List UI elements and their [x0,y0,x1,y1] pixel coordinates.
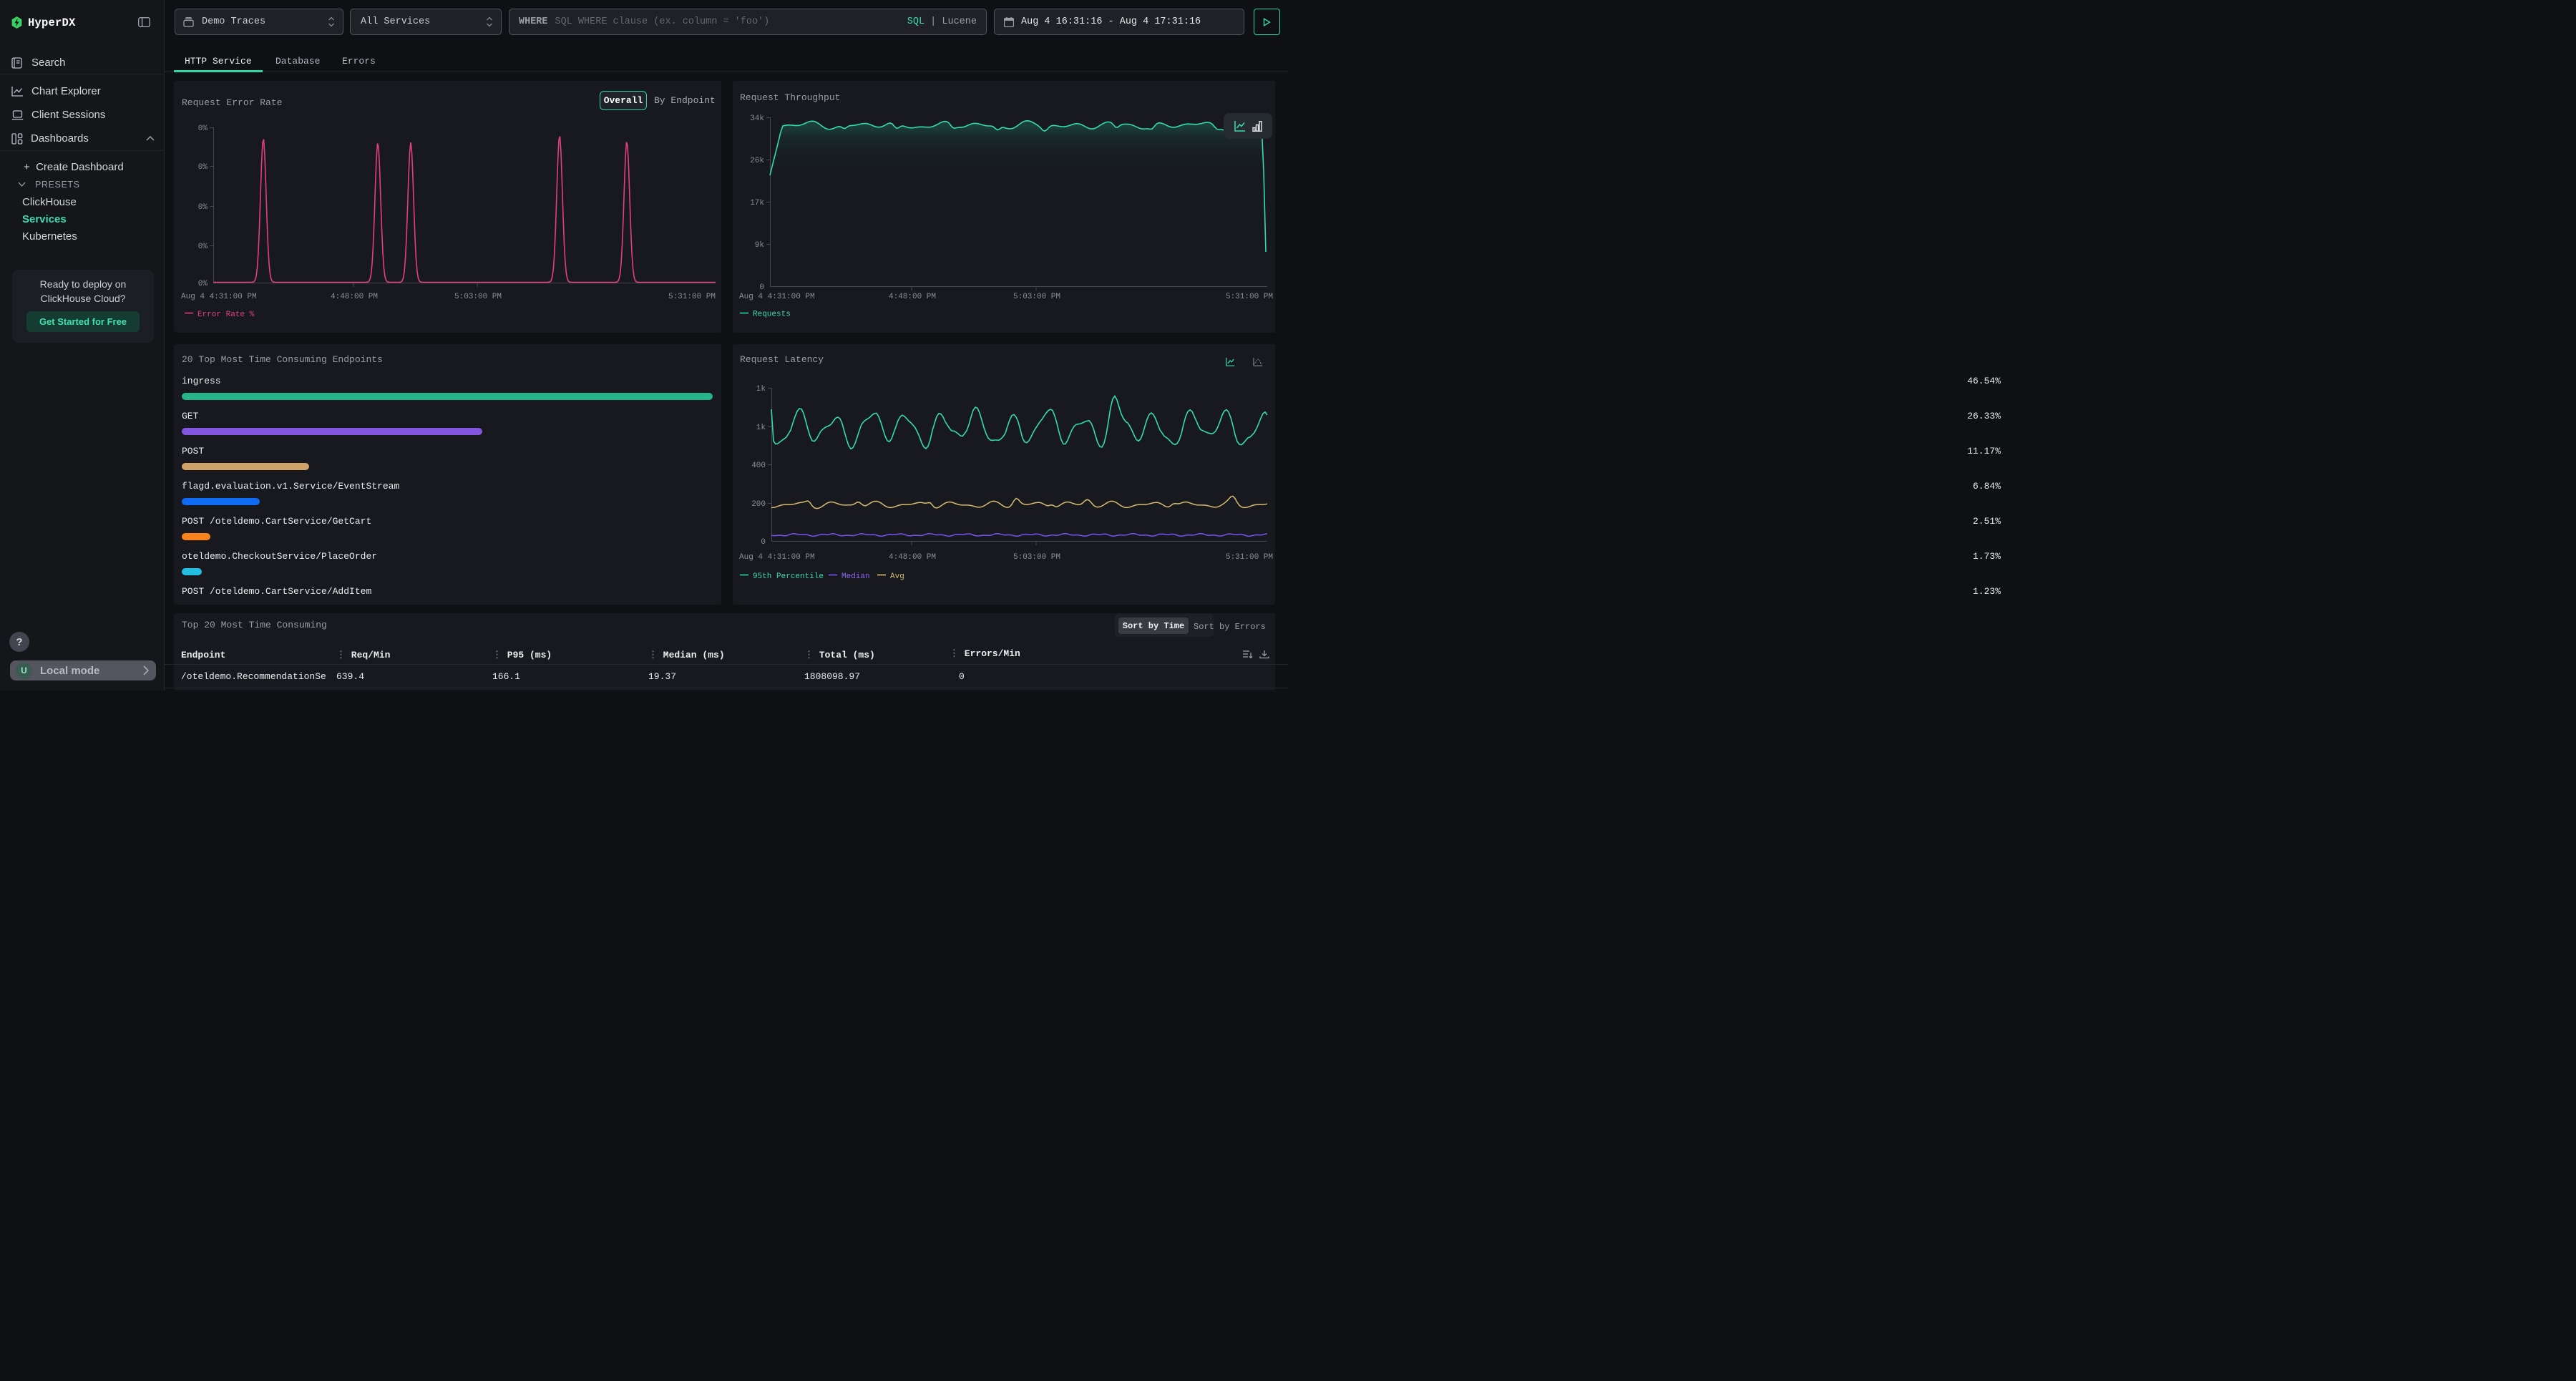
svg-text:4:48:00 PM: 4:48:00 PM [331,293,378,301]
svg-text:400: 400 [751,462,766,470]
svg-text:0%: 0% [198,125,208,133]
svg-text:Median: Median [841,572,870,581]
svg-text:Aug 4 4:31:00 PM: Aug 4 4:31:00 PM [181,293,257,301]
svg-text:5:31:00 PM: 5:31:00 PM [668,293,716,301]
svg-text:5:03:00 PM: 5:03:00 PM [1013,293,1060,301]
svg-text:Error Rate %: Error Rate % [197,311,255,319]
svg-text:17k: 17k [750,199,764,208]
svg-text:1k: 1k [756,424,766,432]
svg-text:9k: 9k [755,241,765,250]
svg-text:5:31:00 PM: 5:31:00 PM [1226,553,1273,562]
svg-text:Aug 4 4:31:00 PM: Aug 4 4:31:00 PM [739,293,815,301]
svg-text:0%: 0% [198,280,208,288]
svg-text:26k: 26k [750,157,764,165]
svg-text:0: 0 [759,283,764,292]
svg-text:1k: 1k [756,385,766,394]
svg-text:Aug 4 4:31:00 PM: Aug 4 4:31:00 PM [739,553,815,562]
svg-text:0: 0 [761,538,766,547]
svg-text:4:48:00 PM: 4:48:00 PM [889,293,936,301]
svg-text:0%: 0% [198,203,208,212]
svg-text:95th Percentile: 95th Percentile [753,572,824,581]
svg-text:0%: 0% [198,243,208,251]
svg-text:5:03:00 PM: 5:03:00 PM [454,293,502,301]
svg-text:5:03:00 PM: 5:03:00 PM [1013,553,1060,562]
svg-text:4:48:00 PM: 4:48:00 PM [889,553,936,562]
svg-text:0%: 0% [198,163,208,172]
svg-text:Avg: Avg [890,572,904,581]
svg-text:200: 200 [751,500,766,509]
svg-text:Requests: Requests [753,311,791,319]
svg-text:34k: 34k [750,114,764,123]
svg-text:5:31:00 PM: 5:31:00 PM [1226,293,1273,301]
